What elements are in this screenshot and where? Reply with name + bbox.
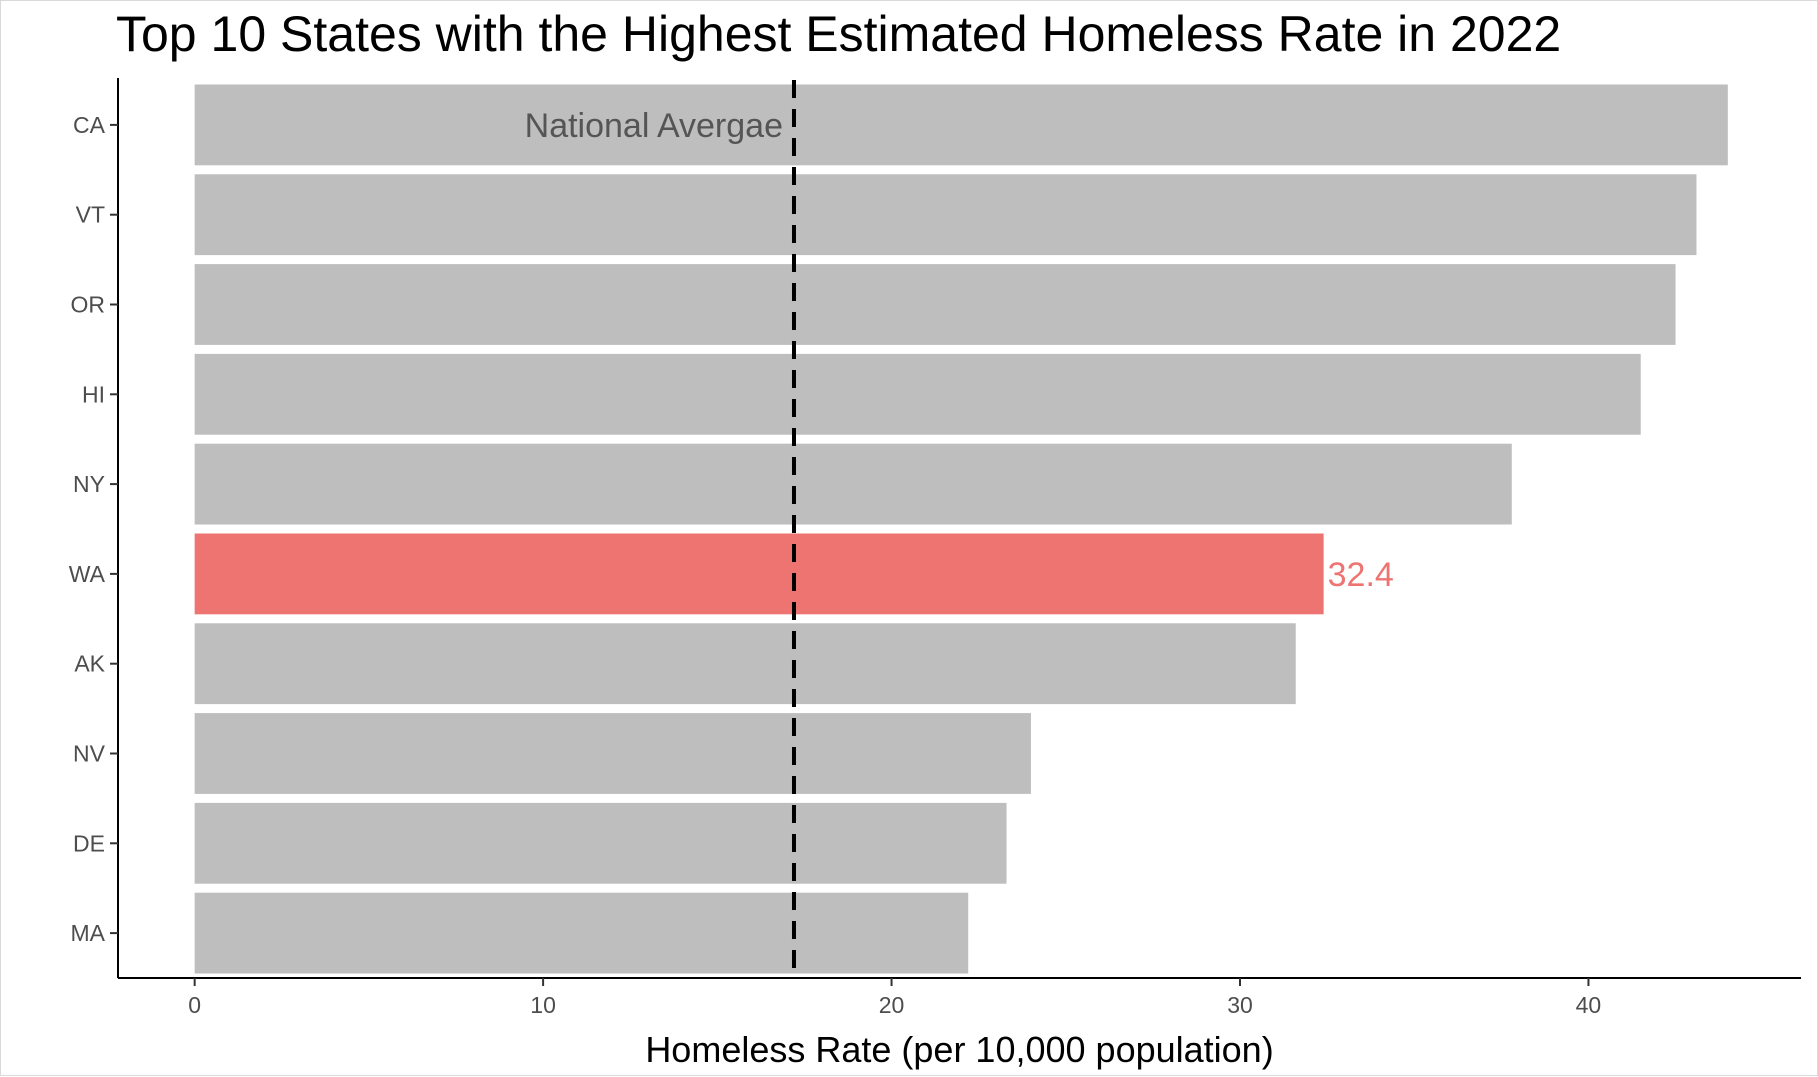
y-tick-label-or: OR: [71, 292, 106, 318]
chart-title: Top 10 States with the Highest Estimated…: [116, 6, 1562, 62]
x-tick-label-10: 10: [530, 992, 556, 1018]
national-average-label: National Avergae: [525, 107, 783, 145]
x-axis-title: Homeless Rate (per 10,000 population): [645, 1029, 1273, 1070]
bar-hi: [194, 353, 1641, 435]
x-tick-label-0: 0: [188, 992, 201, 1018]
x-tick-label-20: 20: [879, 992, 905, 1018]
y-tick-label-ak: AK: [74, 651, 105, 677]
y-tick-label-de: DE: [73, 830, 105, 856]
bar-or: [194, 264, 1676, 345]
y-tick-label-vt: VT: [76, 202, 105, 228]
y-tick-label-wa: WA: [69, 561, 106, 587]
x-tick-label-40: 40: [1576, 992, 1602, 1018]
x-tick-label-30: 30: [1227, 992, 1253, 1018]
bar-wa: [194, 533, 1324, 615]
highlight-data-label: 32.4: [1328, 556, 1394, 594]
y-tick-label-ny: NY: [73, 471, 105, 497]
bar-vt: [194, 174, 1697, 256]
bar-de: [194, 802, 1007, 884]
labels-layer: 32.4 National Avergae: [525, 107, 1394, 594]
bar-nv: [194, 713, 1031, 794]
y-tick-label-hi: HI: [82, 381, 105, 407]
axes-layer: CA VT OR HI NY WA AK NV DE MA 0 10 20 30 40 Homeless Ra…: [69, 78, 1801, 1070]
bar-ma: [194, 892, 969, 974]
y-tick-label-nv: NV: [73, 741, 106, 767]
bar-ny: [194, 443, 1512, 525]
bars-layer: [194, 84, 1728, 974]
bar-ak: [194, 623, 1296, 705]
y-tick-label-ma: MA: [71, 920, 106, 946]
bar-ca: [194, 84, 1728, 166]
y-tick-label-ca: CA: [73, 112, 106, 138]
